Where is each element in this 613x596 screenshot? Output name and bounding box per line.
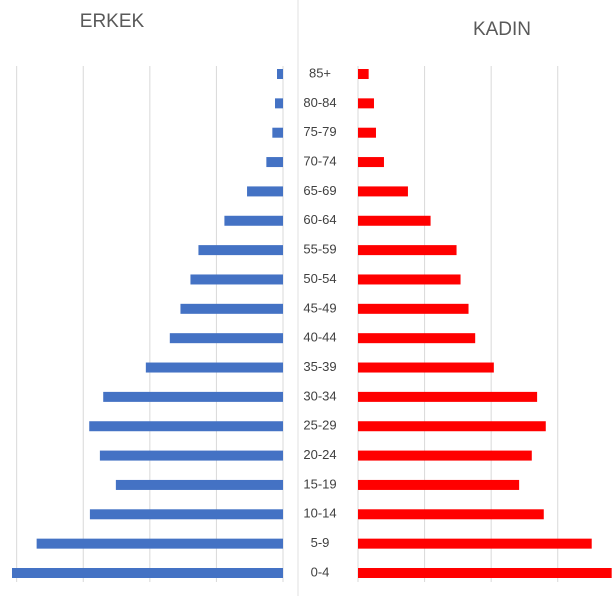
bar (358, 391, 538, 402)
category-label: 85+ (309, 65, 331, 80)
bar (89, 421, 283, 432)
category-label: 55-59 (303, 242, 336, 257)
bar (358, 303, 469, 314)
category-label: 70-74 (303, 153, 336, 168)
bar (358, 421, 546, 432)
category-label: 50-54 (303, 271, 336, 286)
bar (358, 274, 461, 285)
bar (275, 98, 283, 109)
series-title: ERKEK (80, 11, 145, 32)
bar (36, 538, 283, 549)
bar (358, 509, 544, 520)
category-label: 45-49 (303, 300, 336, 315)
bar (180, 303, 283, 314)
bar (115, 479, 284, 490)
category-label: 60-64 (303, 212, 336, 227)
category-label: 40-44 (303, 330, 336, 345)
bar (358, 215, 431, 226)
bar (224, 215, 283, 226)
series-title: KADIN (473, 19, 531, 40)
bar (358, 333, 476, 344)
category-label: 25-29 (303, 418, 336, 433)
bar (169, 333, 283, 344)
bar (247, 186, 283, 197)
bar (198, 245, 283, 256)
category-label: 35-39 (303, 359, 336, 374)
category-label: 10-14 (303, 506, 336, 521)
bar (277, 69, 283, 79)
bar (358, 186, 408, 197)
bar (272, 127, 283, 138)
category-label: 15-19 (303, 476, 336, 491)
bar (358, 127, 376, 138)
bar (358, 245, 457, 256)
bar (358, 157, 384, 168)
category-label: 65-69 (303, 183, 336, 198)
bar (358, 538, 592, 549)
bar (11, 568, 284, 578)
category-label: 75-79 (303, 124, 336, 139)
bar (358, 69, 369, 79)
bar (358, 568, 612, 578)
bar (358, 362, 494, 373)
bar (266, 157, 283, 168)
bar (358, 479, 520, 490)
bar (145, 362, 283, 373)
category-label: 30-34 (303, 388, 336, 403)
category-label: 5-9 (311, 535, 330, 550)
category-label: 20-24 (303, 447, 336, 462)
bar (358, 450, 532, 461)
category-label: 0-4 (311, 564, 330, 579)
bar (99, 450, 283, 461)
bar (358, 98, 374, 109)
bar (103, 391, 283, 402)
bar (89, 509, 283, 520)
category-label: 80-84 (303, 95, 336, 110)
bar (190, 274, 283, 285)
